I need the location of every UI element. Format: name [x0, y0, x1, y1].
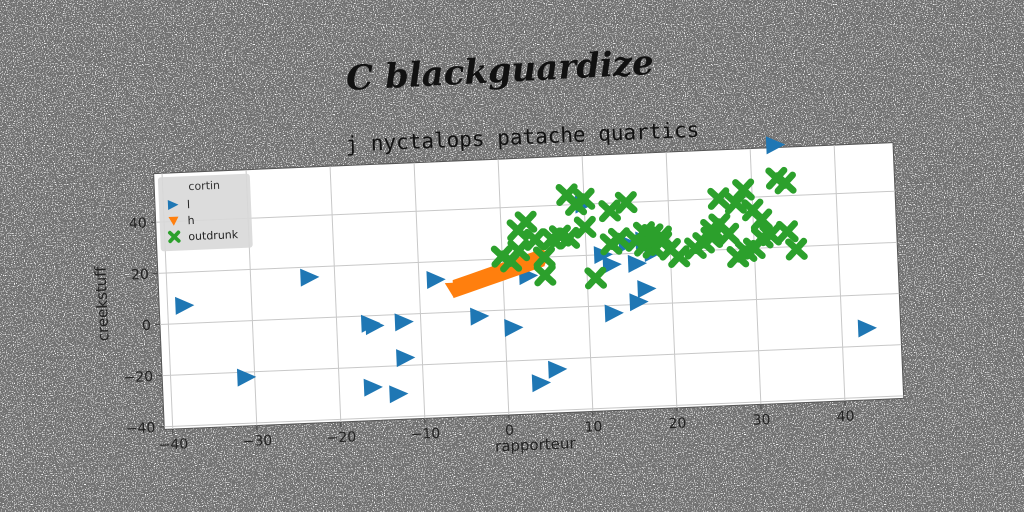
y-gridline [159, 293, 900, 325]
legend-label-outdrunk: outdrunk [188, 228, 239, 243]
point-l [504, 318, 524, 337]
x-tick-label: −20 [326, 429, 356, 446]
point-outdrunk [557, 226, 581, 250]
point-l [627, 254, 648, 273]
point-outdrunk [532, 245, 556, 269]
point-outdrunk [785, 237, 808, 261]
point-l [396, 349, 416, 368]
point-outdrunk [775, 220, 799, 243]
point-outdrunk [514, 210, 538, 234]
y-tick-label: 40 [129, 216, 147, 233]
point-outdrunk [607, 227, 631, 250]
point-l [236, 368, 257, 387]
x-gridline [749, 148, 762, 405]
point-outdrunk [707, 187, 730, 210]
data-marks [175, 136, 877, 404]
x-tick-label: −40 [158, 436, 188, 453]
y-tick-label: 0 [142, 318, 152, 334]
point-l [363, 378, 383, 397]
x-tick-label: 0 [505, 423, 515, 439]
x-gridline [413, 162, 426, 419]
point-l [857, 319, 877, 338]
x-gridline [665, 152, 678, 408]
point-l [637, 280, 657, 299]
point-outdrunk [773, 171, 797, 195]
point-outdrunk [614, 191, 638, 214]
y-gridline [164, 395, 904, 428]
legend-label-h: h [187, 214, 195, 227]
point-outdrunk [533, 263, 557, 287]
point-l [548, 360, 568, 379]
point-l [300, 268, 320, 287]
y-tick-label: 20 [131, 267, 149, 284]
x-gridline [497, 159, 510, 415]
y-gridline [155, 190, 896, 223]
y-ticks: −40 −20 0 20 40 [123, 216, 165, 437]
y-axis-label: creekstuff [91, 265, 112, 341]
legend-label-l: l [187, 198, 191, 211]
y-gridline [162, 344, 902, 377]
point-l [426, 271, 446, 289]
point-outdrunk [667, 245, 691, 268]
point-l [175, 296, 195, 315]
point-h [444, 282, 461, 298]
point-outdrunk [507, 239, 531, 262]
point-l [389, 385, 409, 404]
point-l [602, 255, 622, 274]
x-tick-label: 30 [752, 412, 770, 429]
legend-marker-l [167, 200, 179, 211]
point-outdrunk [750, 208, 773, 232]
x-axis-label: rapporteur [495, 434, 577, 455]
point-outdrunk [598, 199, 622, 223]
point-l [394, 313, 414, 332]
legend-title: cortin [188, 179, 220, 193]
point-l [604, 304, 624, 323]
y-tick-label: −40 [125, 420, 155, 437]
point-outdrunk [523, 228, 547, 251]
point-l [365, 317, 385, 336]
point-l [470, 307, 490, 326]
point-outdrunk [759, 223, 782, 247]
legend-marker-outdrunk [167, 230, 181, 244]
legend-box [157, 173, 253, 252]
x-ticks: −40 −30 −20 −10 0 10 20 30 40 [158, 400, 855, 454]
x-tick-label: −10 [410, 426, 440, 443]
x-tick-label: 40 [836, 408, 854, 425]
point-h [461, 276, 478, 292]
x-tick-label: 10 [584, 419, 602, 436]
point-l [765, 136, 786, 155]
point-h [477, 270, 494, 286]
legend-marker-h [168, 216, 179, 226]
y-tick-label: −20 [123, 369, 153, 386]
point-l [531, 374, 552, 393]
x-gridline [329, 166, 342, 422]
point-outdrunk [584, 266, 608, 290]
x-gridline [833, 145, 846, 401]
point-l [629, 293, 649, 312]
x-tick-label: 20 [668, 416, 686, 433]
x-tick-label: −30 [242, 433, 272, 450]
point-outdrunk [717, 222, 740, 246]
point-outdrunk [572, 187, 596, 211]
point-outdrunk [732, 178, 755, 202]
point-outdrunk [573, 215, 597, 239]
